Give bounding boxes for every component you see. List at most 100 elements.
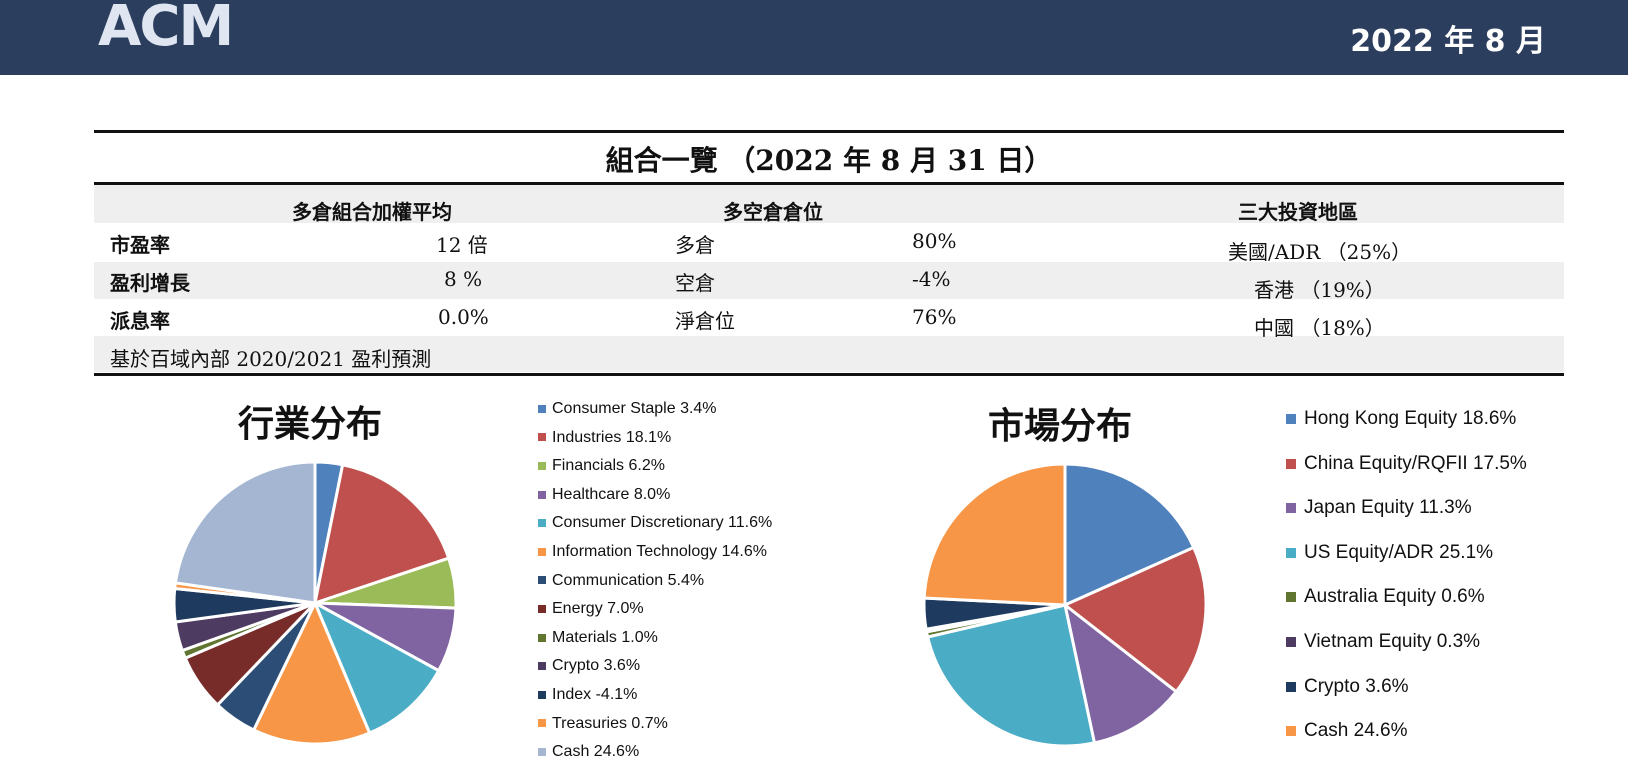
legend-label: Energy 7.0% (552, 600, 644, 618)
col-header-long-short: 多空倉倉位 (723, 200, 823, 224)
legend-swatch (538, 747, 546, 756)
legend-label: Information Technology 14.6% (552, 542, 767, 560)
legend-swatch (538, 461, 546, 470)
legend-label: Industries 18.1% (552, 428, 672, 446)
metric-value-payout: 0.0% (438, 305, 489, 329)
legend-item: Vietnam Equity 0.3% (1286, 620, 1527, 665)
legend-swatch (538, 662, 546, 671)
market-chart-title: 市場分布 (988, 405, 1133, 447)
header-row-band (94, 185, 1564, 223)
legend-label: Index -4.1% (552, 685, 638, 703)
overview-title: 組合一覽 （2022 年 8 月 31 日） (605, 144, 1053, 177)
position-value-net: 76% (912, 305, 957, 329)
market-pie-chart (922, 462, 1208, 748)
market-legend: Hong Kong Equity 18.6% China Equity/RQFII… (1286, 397, 1527, 754)
position-value-short: -4% (912, 267, 951, 291)
legend-swatch (538, 519, 546, 528)
legend-item: China Equity/RQFII 17.5% (1286, 442, 1527, 487)
legend-item: Materials 1.0% (538, 624, 772, 653)
pie-slice (922, 462, 1067, 607)
legend-swatch (1286, 458, 1296, 469)
legend-item: Australia Equity 0.6% (1286, 575, 1527, 620)
legend-item: Energy 7.0% (538, 595, 772, 624)
legend-swatch (1286, 681, 1296, 692)
legend-swatch (1286, 726, 1296, 737)
legend-swatch (538, 404, 546, 413)
legend-item: Healthcare 8.0% (538, 481, 772, 510)
pie-slice (1062, 601, 1179, 745)
legend-swatch (538, 547, 546, 556)
table-header-rule (94, 182, 1564, 185)
table-footnote: 基於百域內部 2020/2021 盈利預測 (110, 347, 432, 371)
legend-swatch (1286, 547, 1296, 558)
legend-swatch (1286, 503, 1296, 514)
legend-swatch (1286, 636, 1296, 647)
legend-label: China Equity/RQFII 17.5% (1304, 452, 1527, 474)
pie-slice (1062, 545, 1208, 694)
legend-swatch (538, 433, 546, 442)
region-3: 中國 （18%） (1254, 316, 1385, 340)
metric-label-growth: 盈利增長 (110, 271, 190, 295)
pie-slice (1063, 462, 1196, 608)
col-header-top-regions: 三大投資地區 (1238, 200, 1358, 224)
legend-swatch (538, 633, 546, 642)
header-bar: ACM 2022 年 8 月 (0, 0, 1628, 75)
legend-swatch (538, 604, 546, 613)
legend-label: Cash 24.6% (1304, 720, 1408, 742)
position-value-long: 80% (912, 229, 957, 253)
table-bottom-rule (94, 373, 1564, 376)
legend-label: Consumer Discretionary 11.6% (552, 514, 773, 532)
legend-item: Treasuries 0.7% (538, 710, 772, 739)
position-label-short: 空倉 (675, 271, 715, 295)
legend-item: Index -4.1% (538, 681, 772, 710)
legend-item: Hong Kong Equity 18.6% (1286, 397, 1527, 442)
pie-slice (251, 599, 372, 746)
legend-label: Financials 6.2% (552, 457, 665, 475)
sector-chart-title: 行業分布 (238, 403, 383, 445)
region-1: 美國/ADR （25%） (1228, 240, 1412, 264)
legend-label: Australia Equity 0.6% (1304, 586, 1485, 608)
table-top-rule (94, 130, 1564, 133)
acm-logo: ACM (98, 0, 233, 54)
position-label-long: 多倉 (675, 233, 715, 257)
row-band (94, 262, 1564, 299)
sector-pie-chart (172, 460, 458, 746)
legend-item: Crypto 3.6% (1286, 665, 1527, 710)
legend-item: Consumer Staple 3.4% (538, 395, 772, 424)
legend-item: Japan Equity 11.3% (1286, 486, 1527, 531)
metric-value-growth: 8 % (444, 267, 483, 291)
metric-label-pe: 市盈率 (110, 233, 170, 257)
sector-legend: Consumer Staple 3.4% Industries 18.1% Fina… (538, 395, 772, 767)
legend-label: Japan Equity 11.3% (1304, 497, 1472, 519)
pie-slice (311, 599, 441, 735)
legend-item: Communication 5.4% (538, 567, 772, 596)
legend-label: Materials 1.0% (552, 628, 658, 646)
footnote-band (94, 336, 1564, 372)
legend-swatch (538, 576, 546, 585)
region-2: 香港 （19%） (1254, 278, 1385, 302)
position-label-net: 淨倉位 (675, 309, 735, 333)
legend-item: Crypto 3.6% (538, 652, 772, 681)
legend-swatch (1286, 592, 1296, 603)
legend-label: Cash 24.6% (552, 743, 640, 761)
legend-label: US Equity/ADR 25.1% (1304, 541, 1494, 563)
report-date: 2022 年 8 月 (1350, 24, 1546, 59)
legend-swatch (538, 490, 546, 499)
legend-label: Hong Kong Equity 18.6% (1304, 408, 1517, 429)
legend-label: Healthcare 8.0% (552, 485, 671, 503)
legend-label: Crypto 3.6% (1304, 675, 1409, 697)
legend-item: Information Technology 14.6% (538, 538, 772, 567)
legend-label: Crypto 3.6% (552, 657, 641, 675)
legend-label: Consumer Staple 3.4% (552, 400, 717, 417)
legend-item: Consumer Discretionary 11.6% (538, 509, 772, 538)
legend-label: Vietnam Equity 0.3% (1304, 630, 1481, 652)
legend-label: Treasuries 0.7% (552, 714, 668, 732)
metric-label-payout: 派息率 (110, 309, 170, 333)
legend-item: US Equity/ADR 25.1% (1286, 531, 1527, 576)
legend-swatch (1286, 413, 1296, 424)
legend-swatch (538, 719, 546, 728)
legend-label: Communication 5.4% (552, 571, 705, 589)
legend-item: Cash 24.6% (538, 738, 772, 767)
legend-item: Financials 6.2% (538, 452, 772, 481)
pie-slice (925, 603, 1097, 748)
